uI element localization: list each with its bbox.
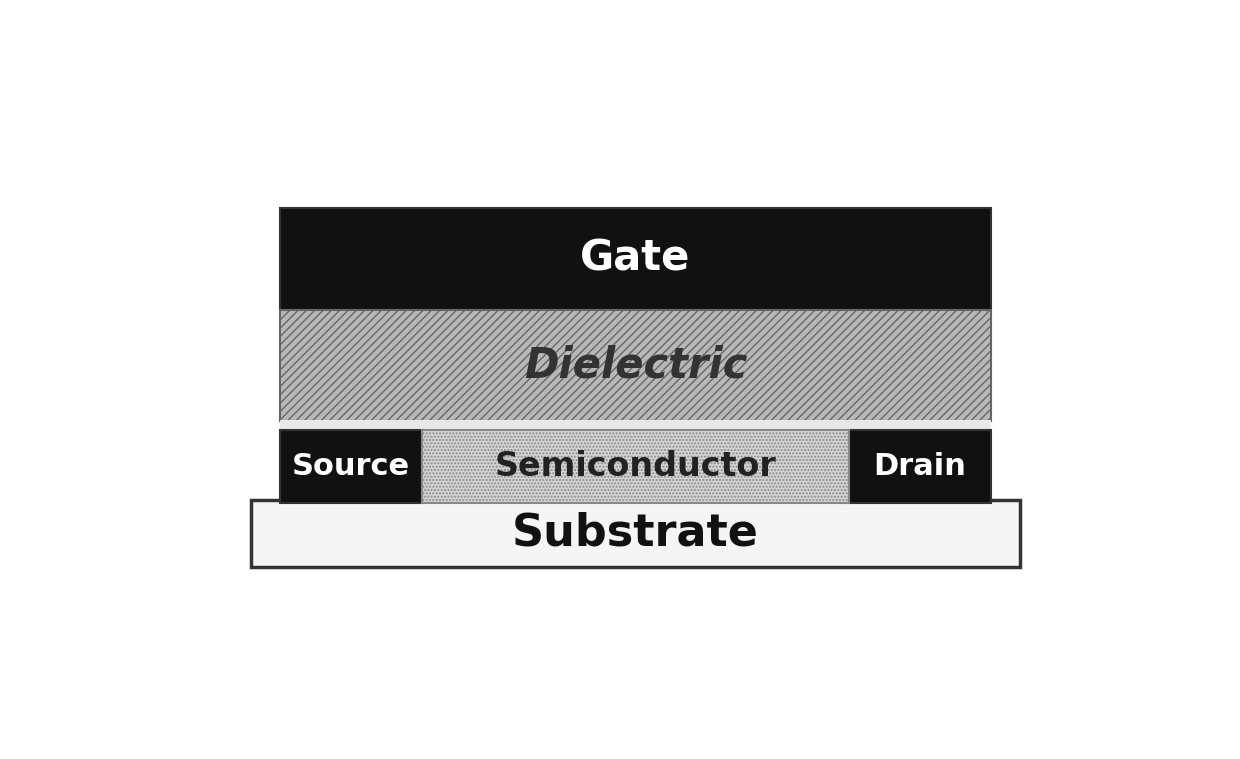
Bar [280, 310, 991, 421]
Bar [250, 500, 1021, 568]
Text: Gate: Gate [580, 238, 691, 280]
Text: Semiconductor: Semiconductor [495, 450, 776, 483]
Bar [422, 430, 849, 503]
Text: Substrate: Substrate [512, 512, 759, 555]
Bar [280, 430, 422, 503]
Text: Dielectric: Dielectric [523, 345, 748, 387]
Bar [280, 420, 991, 431]
Text: Source: Source [291, 452, 410, 480]
Text: Drain: Drain [873, 452, 966, 480]
Bar [422, 430, 849, 503]
Bar [280, 310, 991, 421]
Bar [280, 208, 991, 310]
Bar [849, 430, 991, 503]
